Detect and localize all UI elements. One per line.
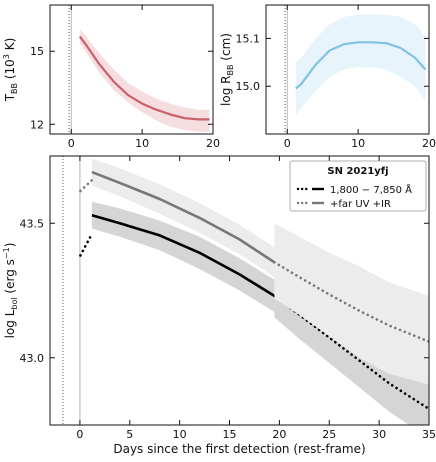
x-tick-label: 5 <box>126 428 133 441</box>
plot-area-radius <box>284 5 427 134</box>
y-axis-label-main: T <box>3 93 17 102</box>
y-axis-label-sub: BB <box>10 83 19 94</box>
y-axis-label-sup: 3 <box>2 54 11 59</box>
uncertainty-band-extrapolated-1 <box>274 223 429 385</box>
uncertainty-band-0 <box>79 29 210 132</box>
y-tick-label: 15.0 <box>236 80 261 93</box>
y-axis-label-rest: (10 <box>3 59 17 83</box>
series-line-0 <box>91 213 276 298</box>
y-axis-label: log RBB (cm) <box>219 33 235 106</box>
y-axis-label-main: log L <box>3 309 17 338</box>
y-axis-label-sub: bol <box>10 297 19 309</box>
series-line-early-1 <box>79 178 94 193</box>
x-tick-label: 30 <box>372 428 386 441</box>
x-tick-label: 0 <box>76 428 83 441</box>
axes-frame <box>49 4 214 135</box>
y-tick-label: 15.1 <box>236 32 261 45</box>
x-tick-label: 35 <box>422 428 436 441</box>
x-tick-label: 20 <box>422 137 436 150</box>
y-axis-label: TBB (103 K) <box>2 38 19 103</box>
y-tick-label: 12 <box>30 118 44 131</box>
y-axis-label-end: K) <box>3 38 17 54</box>
x-tick-label: 10 <box>351 137 365 150</box>
x-axis-label: Days since the first detection (rest-fra… <box>113 442 365 456</box>
axes-frame <box>265 4 430 135</box>
series-line-early-0 <box>79 232 94 257</box>
y-axis-label-end: ) <box>3 243 17 248</box>
x-tick-label: 10 <box>135 137 149 150</box>
y-tick-label: 15 <box>30 45 44 58</box>
x-tick-label: 15 <box>223 428 237 441</box>
x-tick-label: 0 <box>68 137 75 150</box>
axes-frame <box>49 155 430 426</box>
y-axis-label: log Lbol (erg s−1) <box>2 243 19 339</box>
y-axis-label-rest: (erg s <box>3 259 17 297</box>
y-tick-label: 43.5 <box>20 217 45 230</box>
series-line-0 <box>78 35 210 121</box>
uncertainty-band-0 <box>295 14 426 115</box>
panel-temperature: 0 10 20 12 15 TBB (103 K) <box>2 4 220 150</box>
series-line-1 <box>91 170 276 264</box>
x-tick-label: 20 <box>272 428 286 441</box>
uncertainty-band-1 <box>91 158 275 278</box>
y-axis-label-sup: −1 <box>2 247 11 259</box>
legend-entry: 1,800 − 7,850 Å <box>330 183 412 196</box>
x-tick-label: 10 <box>173 428 187 441</box>
x-tick-label: 0 <box>284 137 291 150</box>
legend: SN 2021yfj 1,800 − 7,850 Å +far UV +IR <box>289 160 427 212</box>
series-line-extrapolated-1 <box>273 260 429 343</box>
legend-title: SN 2021yfj <box>327 166 388 177</box>
x-tick-label: 25 <box>322 428 336 441</box>
y-axis-label-main: log R <box>219 76 233 106</box>
x-tick-label: 20 <box>206 137 220 150</box>
y-tick-label: 43.0 <box>20 352 45 365</box>
plot-area-temperature <box>68 5 210 134</box>
y-axis-label-sub: BB <box>226 65 235 76</box>
series-line-0 <box>295 41 427 90</box>
legend-box <box>289 160 427 212</box>
plot-area-luminosity <box>62 156 429 425</box>
legend-entry: +far UV +IR <box>330 199 391 210</box>
y-axis-label-rest: (cm) <box>219 33 233 64</box>
